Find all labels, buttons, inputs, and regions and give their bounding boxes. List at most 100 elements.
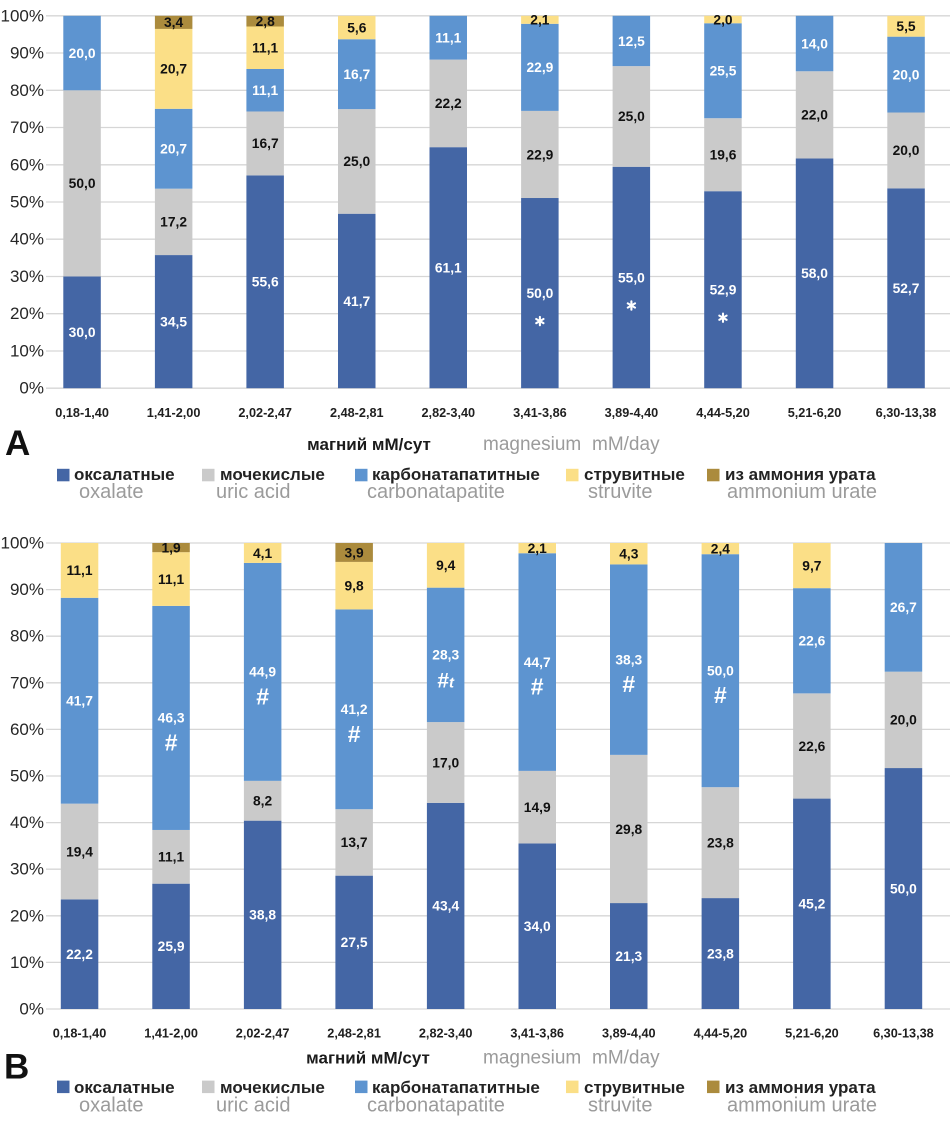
svg-text:3,89-4,40: 3,89-4,40 [605,406,659,420]
svg-text:52,7: 52,7 [893,281,920,296]
svg-text:#: # [256,683,269,709]
svg-text:2,0: 2,0 [713,12,733,27]
svg-text:2,02-2,47: 2,02-2,47 [238,406,292,420]
svg-text:2,1: 2,1 [528,541,548,556]
svg-text:3,4: 3,4 [164,15,184,30]
svg-text:0%: 0% [19,1000,44,1019]
svg-text:22,0: 22,0 [801,108,828,123]
svg-text:2,48-2,81: 2,48-2,81 [330,406,384,420]
svg-text:струвитные: струвитные [584,1078,685,1097]
svg-text:34,0: 34,0 [524,919,551,934]
svg-text:14,9: 14,9 [524,800,551,815]
svg-text:магний мМ/сут: магний мМ/сут [306,1049,430,1068]
svg-text:A: A [5,424,30,463]
svg-text:#: # [348,721,361,747]
svg-text:8,2: 8,2 [253,794,273,809]
svg-text:9,8: 9,8 [345,579,365,594]
svg-text:40%: 40% [10,813,44,832]
svg-text:20,7: 20,7 [160,142,187,157]
svg-text:20%: 20% [10,906,44,925]
svg-text:61,1: 61,1 [435,261,462,276]
svg-text:6,30-13,38: 6,30-13,38 [873,1027,934,1041]
svg-text:100%: 100% [1,534,44,553]
svg-text:#t: #t [437,669,455,692]
svg-text:из аммония урата: из аммония урата [725,1078,876,1097]
svg-text:1,41-2,00: 1,41-2,00 [147,406,201,420]
svg-text:38,8: 38,8 [249,908,276,923]
svg-text:58,0: 58,0 [801,266,828,281]
svg-text:uric acid: uric acid [216,481,290,503]
svg-text:90%: 90% [10,44,44,63]
svg-text:41,2: 41,2 [341,702,368,717]
svg-text:B: B [4,1048,29,1087]
svg-text:4,1: 4,1 [253,546,273,561]
svg-text:34,5: 34,5 [160,314,187,329]
svg-text:90%: 90% [10,580,44,599]
svg-text:из аммония урата: из аммония урата [725,465,876,484]
svg-text:#: # [622,671,635,697]
svg-text:11,1: 11,1 [252,41,278,56]
svg-text:1,9: 1,9 [162,540,182,555]
svg-text:5,21-6,20: 5,21-6,20 [788,406,842,420]
svg-text:22,6: 22,6 [798,634,825,649]
svg-text:43,4: 43,4 [432,899,459,914]
svg-text:52,9: 52,9 [710,283,737,298]
svg-text:11,1: 11,1 [66,563,92,578]
svg-text:11,1: 11,1 [158,572,184,587]
svg-text:11,1: 11,1 [158,850,184,865]
svg-text:44,9: 44,9 [249,665,276,680]
svg-text:magnesium: magnesium [483,1048,581,1069]
svg-text:41,7: 41,7 [343,294,370,309]
svg-text:50,0: 50,0 [707,664,734,679]
svg-text:22,9: 22,9 [526,60,553,75]
svg-text:carbonatapatite: carbonatapatite [367,1094,505,1116]
svg-text:19,4: 19,4 [66,844,93,859]
svg-text:струвитные: струвитные [584,465,685,484]
svg-text:50%: 50% [10,767,44,786]
svg-text:struvite: struvite [588,481,652,503]
svg-text:карбонатапатитные: карбонатапатитные [372,1078,540,1097]
svg-text:20,0: 20,0 [893,143,920,158]
svg-text:11,1: 11,1 [435,31,461,46]
svg-text:46,3: 46,3 [158,711,185,726]
svg-text:16,7: 16,7 [252,136,279,151]
svg-text:4,44-5,20: 4,44-5,20 [694,1027,748,1041]
svg-text:19,6: 19,6 [710,148,737,163]
svg-text:10%: 10% [10,953,44,972]
svg-text:3,41-3,86: 3,41-3,86 [510,1027,564,1041]
svg-text:22,9: 22,9 [526,147,553,162]
svg-text:0,18-1,40: 0,18-1,40 [55,406,109,420]
svg-text:mM/day: mM/day [592,1048,660,1069]
svg-text:30%: 30% [10,267,44,286]
svg-text:50%: 50% [10,193,44,212]
svg-text:50,0: 50,0 [69,176,96,191]
svg-text:ammonium urate: ammonium urate [727,481,877,503]
svg-text:3,9: 3,9 [345,545,365,560]
svg-text:22,2: 22,2 [435,96,462,111]
svg-text:2,02-2,47: 2,02-2,47 [236,1027,290,1041]
svg-text:60%: 60% [10,155,44,174]
svg-text:25,9: 25,9 [158,939,185,954]
svg-text:25,0: 25,0 [618,109,645,124]
svg-text:ammonium urate: ammonium urate [727,1094,877,1116]
svg-text:30%: 30% [10,860,44,879]
svg-text:oxalate: oxalate [79,1094,144,1116]
svg-text:uric acid: uric acid [216,1094,290,1116]
svg-text:карбонатапатитные: карбонатапатитные [372,465,540,484]
svg-text:#: # [165,729,178,755]
svg-text:20,0: 20,0 [69,46,96,61]
svg-text:4,3: 4,3 [619,547,639,562]
svg-text:30,0: 30,0 [69,325,96,340]
svg-text:50,0: 50,0 [890,881,917,896]
svg-text:5,6: 5,6 [347,20,367,35]
svg-text:55,6: 55,6 [252,275,279,290]
svg-text:17,0: 17,0 [432,755,459,770]
svg-text:#: # [531,674,544,700]
svg-text:3,41-3,86: 3,41-3,86 [513,406,567,420]
svg-text:struvite: struvite [588,1094,652,1116]
svg-text:оксалатные: оксалатные [74,1078,175,1097]
svg-text:5,5: 5,5 [896,19,916,34]
svg-text:70%: 70% [10,118,44,137]
svg-text:21,3: 21,3 [615,949,642,964]
svg-text:5,21-6,20: 5,21-6,20 [785,1027,839,1041]
